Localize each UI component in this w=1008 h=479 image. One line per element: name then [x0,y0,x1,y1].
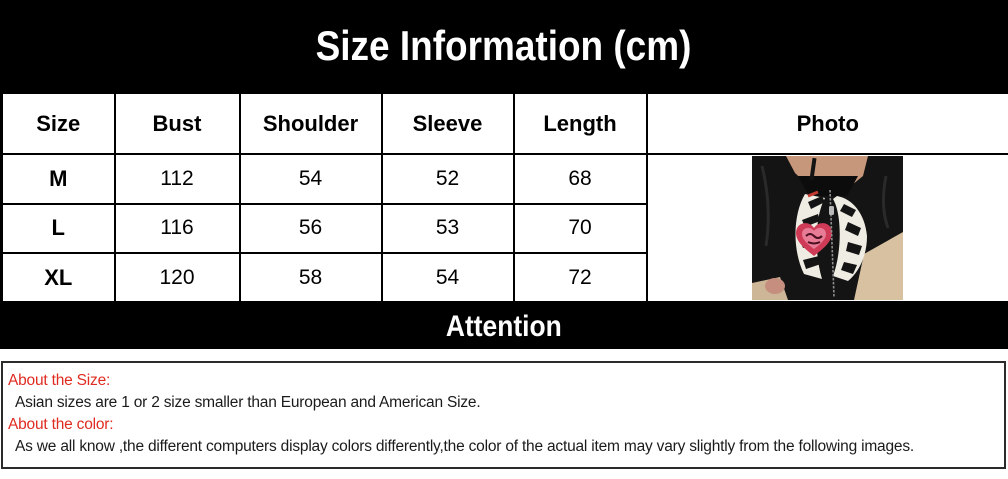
length-value: 70 [512,202,648,254]
note-label-size: About the Size: [8,372,111,389]
length-value: 68 [512,153,648,205]
shoulder-value: 56 [238,202,383,254]
heart-lettering [805,233,823,245]
col-header-shoulder: Shoulder [238,92,383,155]
bust-value: 112 [113,153,241,205]
background-wall [854,232,904,300]
bust-value: 120 [113,252,241,304]
table-row: M 112 54 52 68 [0,153,1008,304]
attention-banner: Attention [0,304,1008,349]
photo-cell [645,153,1008,304]
col-header-bust: Bust [113,92,241,155]
sleeve-value: 52 [380,153,515,205]
camisole [798,176,859,196]
table-header-row: Size Bust Shoulder Sleeve Length Photo [0,92,1008,155]
title-banner: Size Information (cm) [0,0,1008,92]
note-label-color: About the color: [8,416,114,433]
size-label: L [0,202,116,254]
col-header-size: Size [0,92,116,155]
length-value: 72 [512,252,648,304]
size-table: Size Bust Shoulder Sleeve Length Photo M… [0,92,1008,304]
camisole-strap [809,157,817,181]
bust-value: 116 [113,202,241,254]
product-photo [752,156,904,300]
jacket-fold [760,165,770,247]
shoulder-value: 54 [238,153,383,205]
size-label: M [0,153,116,205]
hand [765,278,786,294]
page-title: Size Information (cm) [316,22,692,69]
table-row: XL 120 58 54 72 [0,252,1008,304]
zipper-pull [829,206,835,215]
heart-graphic [796,223,833,256]
jacket-fold [882,175,890,229]
rib-panel-right [833,196,868,281]
sleeve-value: 54 [380,252,515,304]
size-label: XL [0,252,116,304]
shoulder-value: 58 [238,252,383,304]
red-print-mark [807,190,819,198]
note-body-size: Asian sizes are 1 or 2 size smaller than… [15,394,481,411]
table-row: L 116 56 53 70 [0,202,1008,254]
col-header-sleeve: Sleeve [380,92,515,155]
attention-title: Attention [446,309,562,343]
sleeve-value: 53 [380,202,515,254]
notes-box: About the Size: Asian sizes are 1 or 2 s… [1,361,1006,469]
col-header-length: Length [512,92,648,155]
col-header-photo: Photo [645,92,1008,155]
note-body-color: As we all know ,the different computers … [15,438,914,455]
